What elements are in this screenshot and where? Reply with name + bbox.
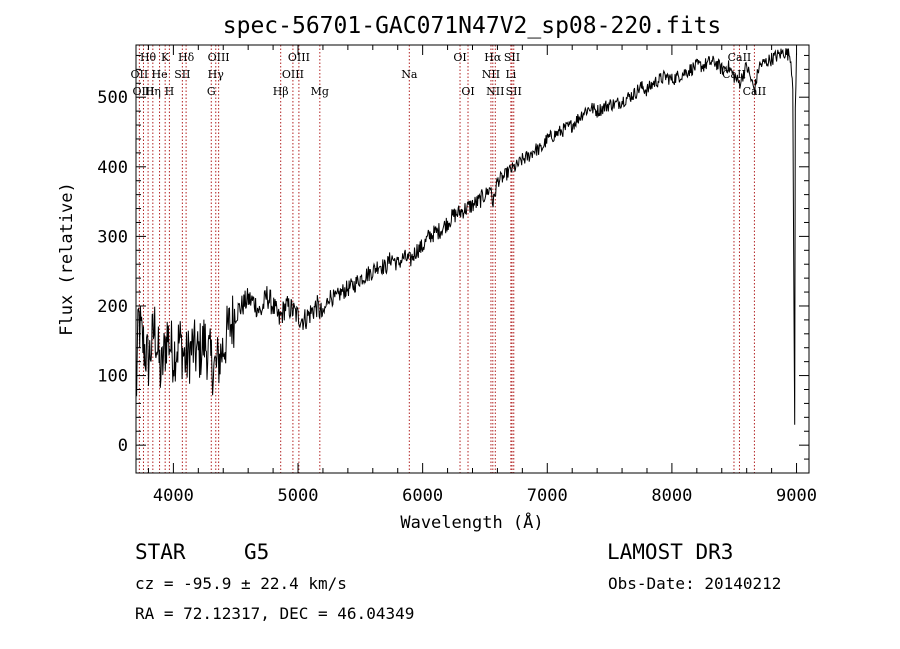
spectral-line-label: Li (505, 68, 516, 81)
spectral-line-label: OIII (208, 51, 230, 64)
plot-axes (135, 44, 810, 474)
object-type: STAR (135, 540, 186, 564)
x-tick-label: 4000 (153, 486, 194, 506)
spectral-line-label: NII (486, 85, 504, 98)
spectral-line-label: OIII (282, 68, 304, 81)
spectral-line-label: OI (461, 85, 474, 98)
spectral-line-label: Na (401, 68, 418, 81)
y-axis-title: Flux (relative) (57, 182, 77, 336)
spectral-line-label: Hγ (208, 68, 225, 81)
y-tick-label: 300 (97, 227, 128, 247)
spectral-line-label: OII (131, 68, 149, 81)
y-tick-label: 500 (97, 88, 128, 108)
spectral-line-label: CaII (728, 51, 752, 64)
spectral-line-label: OIII (288, 51, 310, 64)
spectral-line-label: Hα (484, 51, 502, 64)
x-tick-label: 7000 (527, 486, 568, 506)
coordinates-text: RA = 72.12317, DEC = 46.04349 (135, 604, 415, 623)
y-tick-label: 400 (97, 158, 128, 178)
spectral-line-label: K (161, 51, 170, 64)
spectral-line-label: Hβ (273, 85, 289, 98)
spectral-line-label: Hδ (178, 51, 195, 64)
spectral-line-markers (138, 45, 755, 473)
y-tick-label: 200 (97, 297, 128, 317)
spectral-line-label: OI (453, 51, 466, 64)
chart-title: spec-56701-GAC071N47V2_sp08-220.fits (223, 13, 722, 39)
spectrum-series (135, 48, 797, 425)
spectral-line-label: SII (174, 68, 190, 81)
plot-frame (135, 44, 810, 474)
spectrum-line (135, 48, 797, 425)
spectral-subclass: G5 (244, 540, 270, 564)
x-tick-label: 8000 (651, 486, 692, 506)
survey-name: LAMOST DR3 (607, 540, 734, 564)
redshift-text: cz = -95.9 ± 22.4 km/s (135, 574, 347, 593)
spectral-line-label: SII (504, 51, 520, 64)
x-tick-label: 6000 (402, 486, 443, 506)
spectral-line-label: Mg (311, 85, 329, 98)
spectral-line-label: CaII (722, 68, 746, 81)
spectral-line-label: SII (506, 85, 522, 98)
obs-date-text: Obs-Date: 20140212 (608, 574, 782, 593)
spectral-line-label: Hθ (140, 51, 157, 64)
spectral-line-label: NII (482, 68, 500, 81)
x-tick-label: 9000 (776, 486, 817, 506)
spectral-line-label: CaII (743, 85, 767, 98)
axis-ticks: 4000 5000 6000 7000 8000 9000 0 100 200 300 400 500 (97, 45, 817, 506)
y-tick-label: 0 (118, 436, 128, 456)
x-axis-title: Wavelength (Å) (400, 511, 543, 533)
spectral-line-label: He (152, 68, 168, 81)
x-tick-label: 5000 (278, 486, 319, 506)
spectral-line-label: Hη (145, 85, 161, 98)
spectral-line-label: G (207, 85, 216, 98)
spectral-line-label: OIII (132, 85, 154, 98)
spectral-line-label: H (165, 85, 175, 98)
y-tick-label: 100 (97, 367, 128, 387)
